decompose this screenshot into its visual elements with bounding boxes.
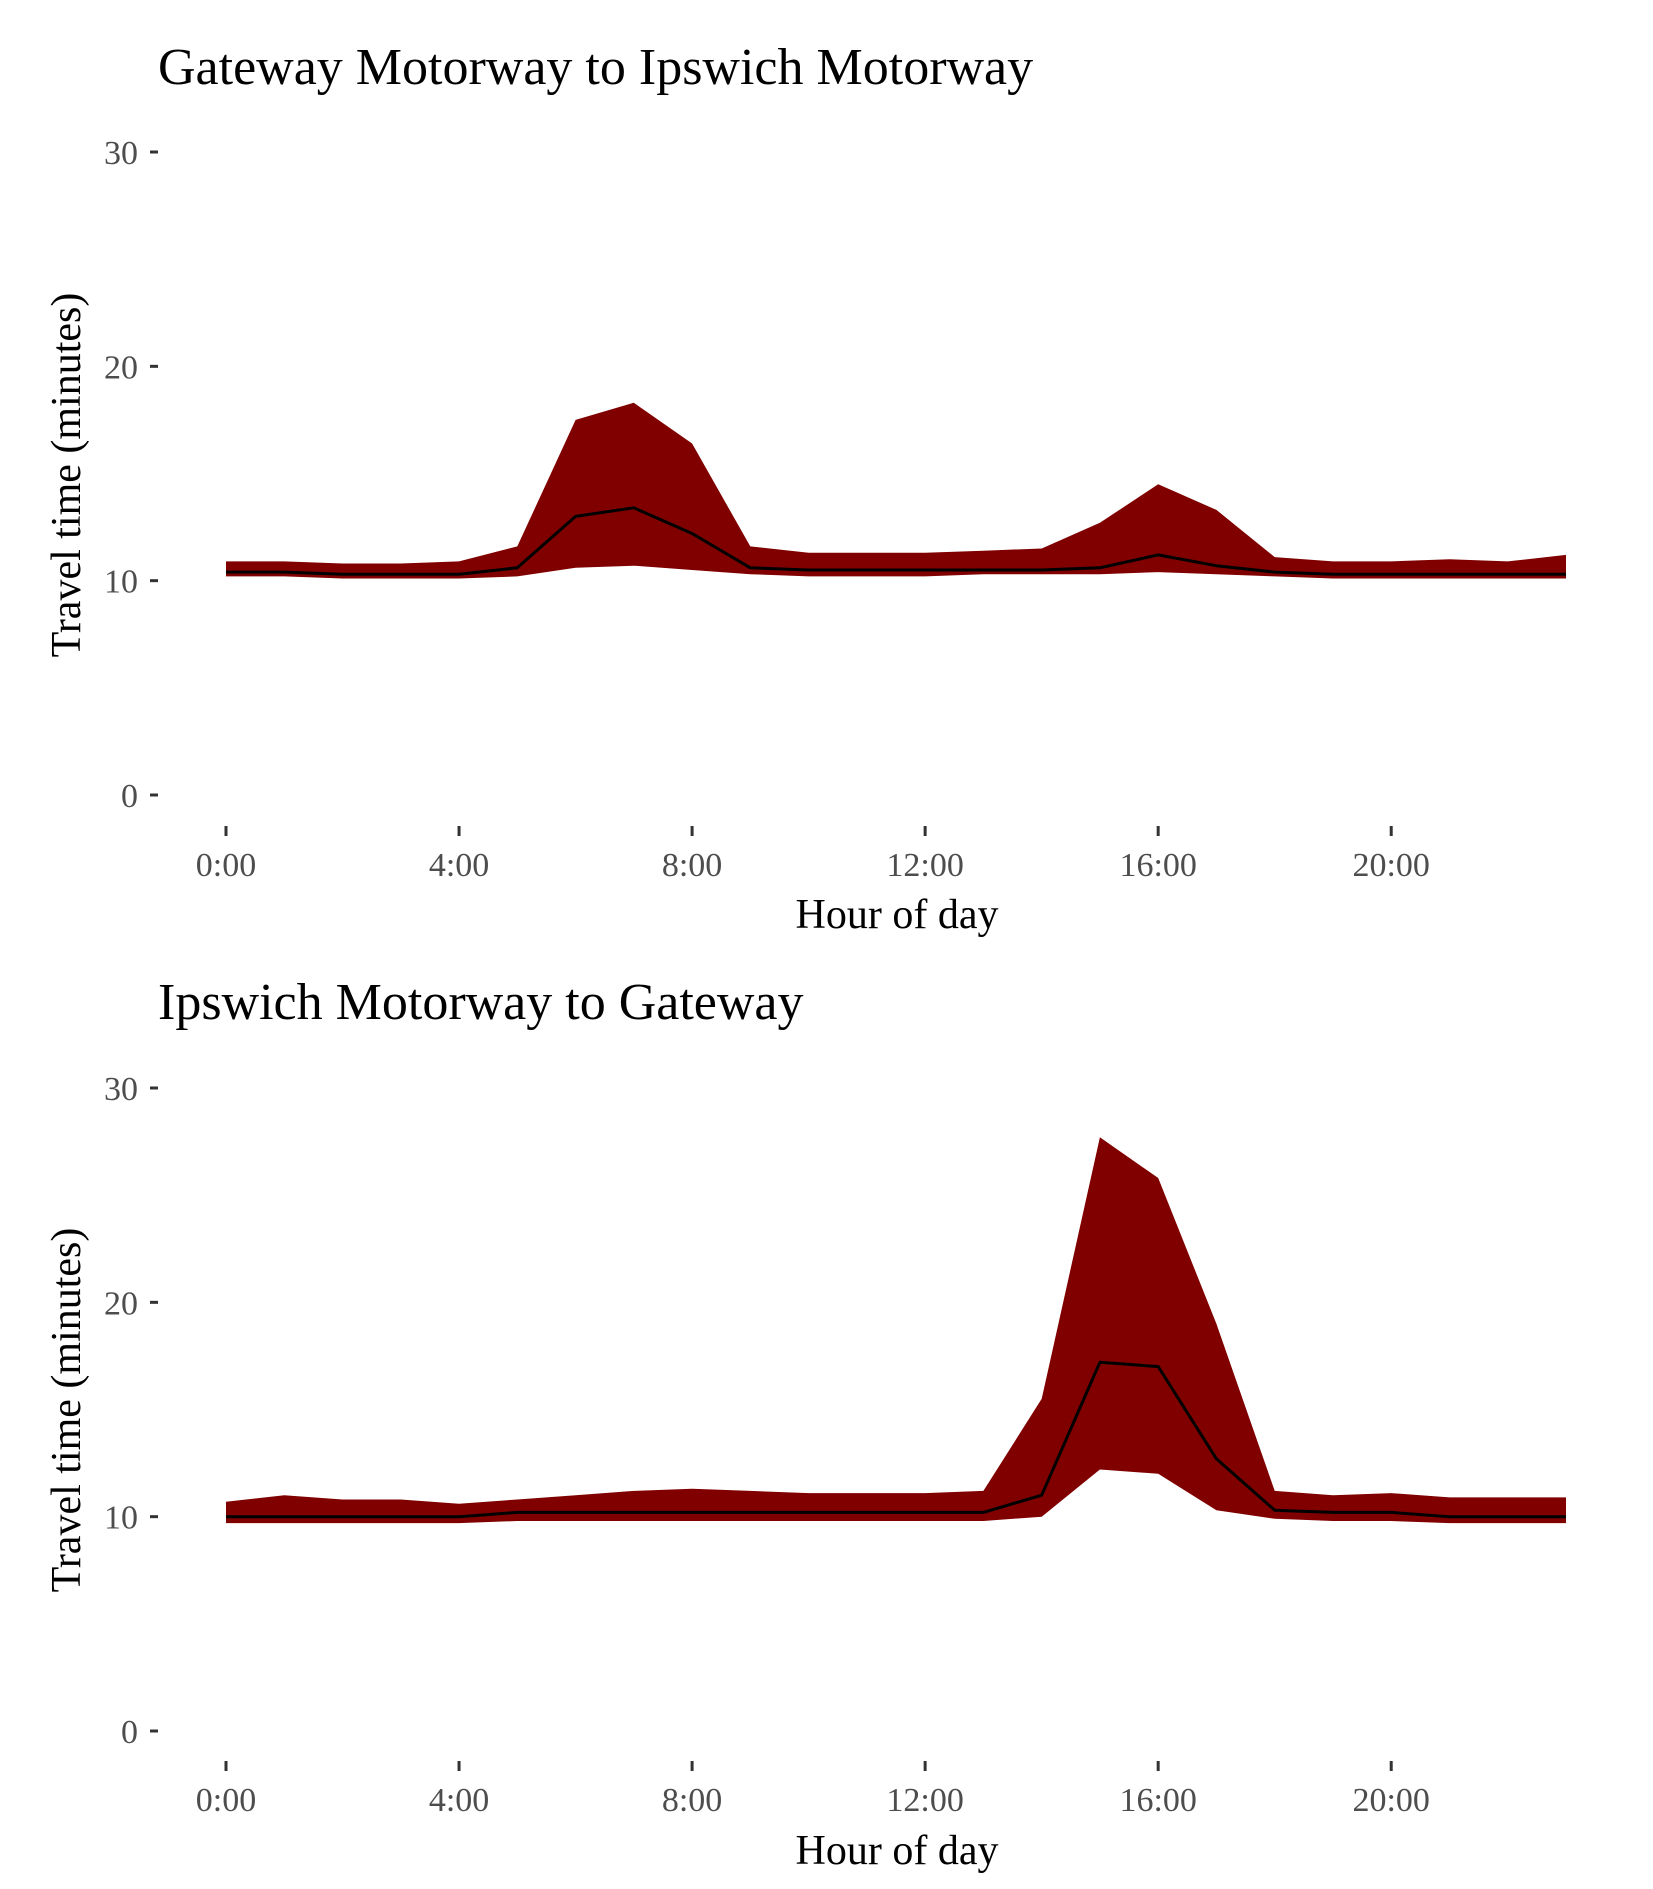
panel-gateway-to-ipswich: Gateway Motorway to Ipswich Motorway Tra…	[44, 39, 1566, 938]
y-axis: 0 10 20 30	[104, 1071, 158, 1751]
x-axis: 0:00 4:00 8:00 12:00 16:00 20:00	[196, 826, 1430, 884]
x-tick-label: 16:00	[1119, 1782, 1196, 1819]
y-axis: 0 10 20 30	[104, 135, 158, 815]
x-tick-label: 16:00	[1119, 847, 1196, 884]
x-axis-title: Hour of day	[796, 892, 999, 938]
x-tick-label: 8:00	[662, 847, 722, 884]
y-axis-title: Travel time (minutes)	[44, 293, 90, 658]
x-tick-label: 0:00	[196, 847, 256, 884]
x-tick-label: 20:00	[1352, 1782, 1429, 1819]
x-axis-title: Hour of day	[796, 1828, 999, 1874]
y-tick-label: 0	[121, 778, 138, 815]
chart-title: Ipswich Motorway to Gateway	[158, 974, 804, 1031]
plot-area	[226, 1137, 1566, 1524]
y-tick-label: 30	[104, 1071, 138, 1108]
y-axis-title: Travel time (minutes)	[44, 1228, 90, 1593]
x-tick-label: 8:00	[662, 1782, 722, 1819]
x-tick-label: 20:00	[1352, 847, 1429, 884]
y-tick-label: 0	[121, 1714, 138, 1751]
y-tick-label: 10	[104, 564, 138, 601]
plot-area	[226, 402, 1566, 579]
y-tick-label: 30	[104, 135, 138, 172]
y-tick-label: 20	[104, 349, 138, 386]
x-tick-label: 12:00	[886, 847, 963, 884]
panel-ipswich-to-gateway: Ipswich Motorway to Gateway Travel time …	[44, 974, 1566, 1874]
interval-band	[226, 1137, 1566, 1524]
x-tick-label: 12:00	[886, 1782, 963, 1819]
x-axis: 0:00 4:00 8:00 12:00 16:00 20:00	[196, 1761, 1430, 1819]
x-tick-label: 4:00	[429, 1782, 489, 1819]
median-line	[226, 1360, 1566, 1519]
y-tick-label: 20	[104, 1285, 138, 1322]
y-tick-label: 10	[104, 1500, 138, 1537]
x-tick-label: 4:00	[429, 847, 489, 884]
median-line	[226, 506, 1566, 576]
x-tick-label: 0:00	[196, 1782, 256, 1819]
interval-band	[226, 402, 1566, 579]
chart-title: Gateway Motorway to Ipswich Motorway	[158, 39, 1033, 96]
